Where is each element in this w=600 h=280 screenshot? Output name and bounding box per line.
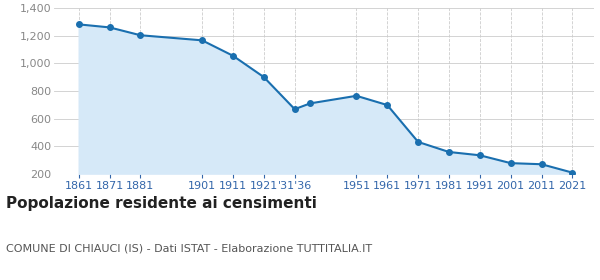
Text: Popolazione residente ai censimenti: Popolazione residente ai censimenti [6, 196, 317, 211]
Text: COMUNE DI CHIAUCI (IS) - Dati ISTAT - Elaborazione TUTTITALIA.IT: COMUNE DI CHIAUCI (IS) - Dati ISTAT - El… [6, 244, 372, 254]
